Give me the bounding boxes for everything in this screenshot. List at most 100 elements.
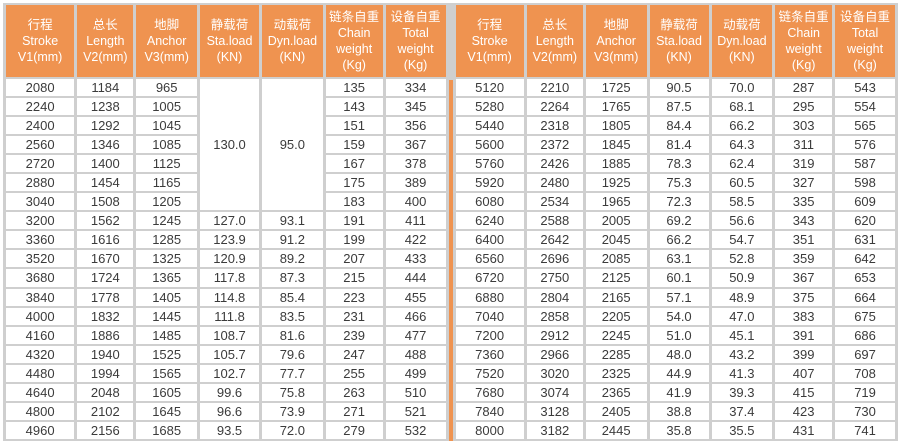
table-cell: 1965 <box>585 193 647 211</box>
left-spec-table: 行程 Stroke V1(mm) 总长 Length V2(mm) 地脚 Ancho… <box>3 3 449 441</box>
table-cell: 54.0 <box>649 307 709 325</box>
table-cell: 96.6 <box>200 402 260 420</box>
table-row: 7040 2858 2205 54.0 47.0 383 675 <box>455 307 895 325</box>
header-row: 行程 Stroke V1(mm) 总长 Length V2(mm) 地脚 Ancho… <box>455 5 895 77</box>
table-cell: 4640 <box>6 383 75 401</box>
column-header: 静载荷 Sta.load (KN) <box>649 5 709 77</box>
table-cell: 3360 <box>6 231 75 249</box>
table-cell: 2750 <box>526 269 583 287</box>
table-cell: 78.3 <box>649 155 709 173</box>
table-cell: 587 <box>835 155 895 173</box>
table-cell: 51.0 <box>649 326 709 344</box>
right-table-panel: 行程 Stroke V1(mm) 总长 Length V2(mm) 地脚 Ancho… <box>452 3 898 441</box>
table-cell: 4000 <box>6 307 75 325</box>
table-cell: 215 <box>325 269 383 287</box>
table-cell: 433 <box>385 250 446 268</box>
table-cell: 2372 <box>526 136 583 154</box>
table-cell: 5760 <box>455 155 524 173</box>
table-cell: 422 <box>385 231 446 249</box>
table-row: 7200 2912 2245 51.0 45.1 391 686 <box>455 326 895 344</box>
table-cell: 159 <box>325 136 383 154</box>
table-cell: 343 <box>775 212 833 230</box>
table-cell: 4320 <box>6 345 75 363</box>
table-cell: 1346 <box>77 136 134 154</box>
table-cell: 6880 <box>455 288 524 306</box>
table-cell: 598 <box>835 174 895 192</box>
left-table-body: 2080 1184 965 130.0 95.0 135 334 2240 1238 1005 14… <box>6 79 446 439</box>
table-cell: 89.2 <box>262 250 323 268</box>
table-cell: 1925 <box>585 174 647 192</box>
table-cell: 2365 <box>585 383 647 401</box>
table-row: 6880 2804 2165 57.1 48.9 375 664 <box>455 288 895 306</box>
table-cell: 84.4 <box>649 117 709 135</box>
table-row: 7840 3128 2405 38.8 37.4 423 730 <box>455 402 895 420</box>
table-cell: 319 <box>775 155 833 173</box>
table-row: 2240 1238 1005 143 345 <box>6 98 446 116</box>
table-cell: 334 <box>385 79 446 97</box>
table-cell: 576 <box>835 136 895 154</box>
table-cell: 41.9 <box>649 383 709 401</box>
table-row: 4800 2102 1645 96.6 73.9 271 521 <box>6 402 446 420</box>
table-row: 4320 1940 1525 105.7 79.6 247 488 <box>6 345 446 363</box>
table-cell: 1184 <box>77 79 134 97</box>
table-cell: 102.7 <box>200 364 260 382</box>
table-cell: 2240 <box>6 98 75 116</box>
table-cell: 7520 <box>455 364 524 382</box>
table-cell: 359 <box>775 250 833 268</box>
table-cell: 565 <box>835 117 895 135</box>
table-cell: 1325 <box>136 250 198 268</box>
table-cell: 675 <box>835 307 895 325</box>
table-cell: 609 <box>835 193 895 211</box>
table-cell: 3182 <box>526 421 583 439</box>
table-cell: 6400 <box>455 231 524 249</box>
table-row: 2720 1400 1125 167 378 <box>6 155 446 173</box>
table-cell: 271 <box>325 402 383 420</box>
table-cell: 7840 <box>455 402 524 420</box>
table-cell: 1005 <box>136 98 198 116</box>
table-cell: 400 <box>385 193 446 211</box>
table-cell: 123.9 <box>200 231 260 249</box>
table-cell: 1605 <box>136 383 198 401</box>
column-header: 动载荷 Dyn.load (KN) <box>711 5 773 77</box>
table-cell: 5600 <box>455 136 524 154</box>
table-row: 7520 3020 2325 44.9 41.3 407 708 <box>455 364 895 382</box>
table-cell: 730 <box>835 402 895 420</box>
table-cell: 2880 <box>6 174 75 192</box>
table-cell: 2210 <box>526 79 583 97</box>
table-cell: 35.5 <box>711 421 773 439</box>
table-cell: 1885 <box>585 155 647 173</box>
table-cell: 415 <box>775 383 833 401</box>
table-cell: 83.5 <box>262 307 323 325</box>
table-cell: 697 <box>835 345 895 363</box>
table-cell: 327 <box>775 174 833 192</box>
table-cell: 1485 <box>136 326 198 344</box>
right-spec-table: 行程 Stroke V1(mm) 总长 Length V2(mm) 地脚 Ancho… <box>452 3 898 441</box>
column-header: 地脚 Anchor V3(mm) <box>136 5 198 77</box>
table-cell: 1845 <box>585 136 647 154</box>
table-cell: 207 <box>325 250 383 268</box>
table-cell: 407 <box>775 364 833 382</box>
table-cell: 664 <box>835 288 895 306</box>
table-cell: 151 <box>325 117 383 135</box>
table-cell: 367 <box>385 136 446 154</box>
table-cell: 351 <box>775 231 833 249</box>
table-cell: 2400 <box>6 117 75 135</box>
table-cell: 120.9 <box>200 250 260 268</box>
table-cell: 39.3 <box>711 383 773 401</box>
table-cell: 6240 <box>455 212 524 230</box>
table-cell: 1400 <box>77 155 134 173</box>
table-cell: 488 <box>385 345 446 363</box>
table-cell: 167 <box>325 155 383 173</box>
table-divider <box>448 3 453 441</box>
table-row: 6240 2588 2005 69.2 56.6 343 620 <box>455 212 895 230</box>
table-cell: 6560 <box>455 250 524 268</box>
table-cell: 631 <box>835 231 895 249</box>
table-row: 3040 1508 1205 183 400 <box>6 193 446 211</box>
right-table-body: 5120 2210 1725 90.5 70.0 287 543 5280 2264 1765 87… <box>455 79 895 439</box>
table-cell: 75.3 <box>649 174 709 192</box>
table-cell: 367 <box>775 269 833 287</box>
table-cell: 399 <box>775 345 833 363</box>
table-cell: 3128 <box>526 402 583 420</box>
table-cell: 72.0 <box>262 421 323 439</box>
